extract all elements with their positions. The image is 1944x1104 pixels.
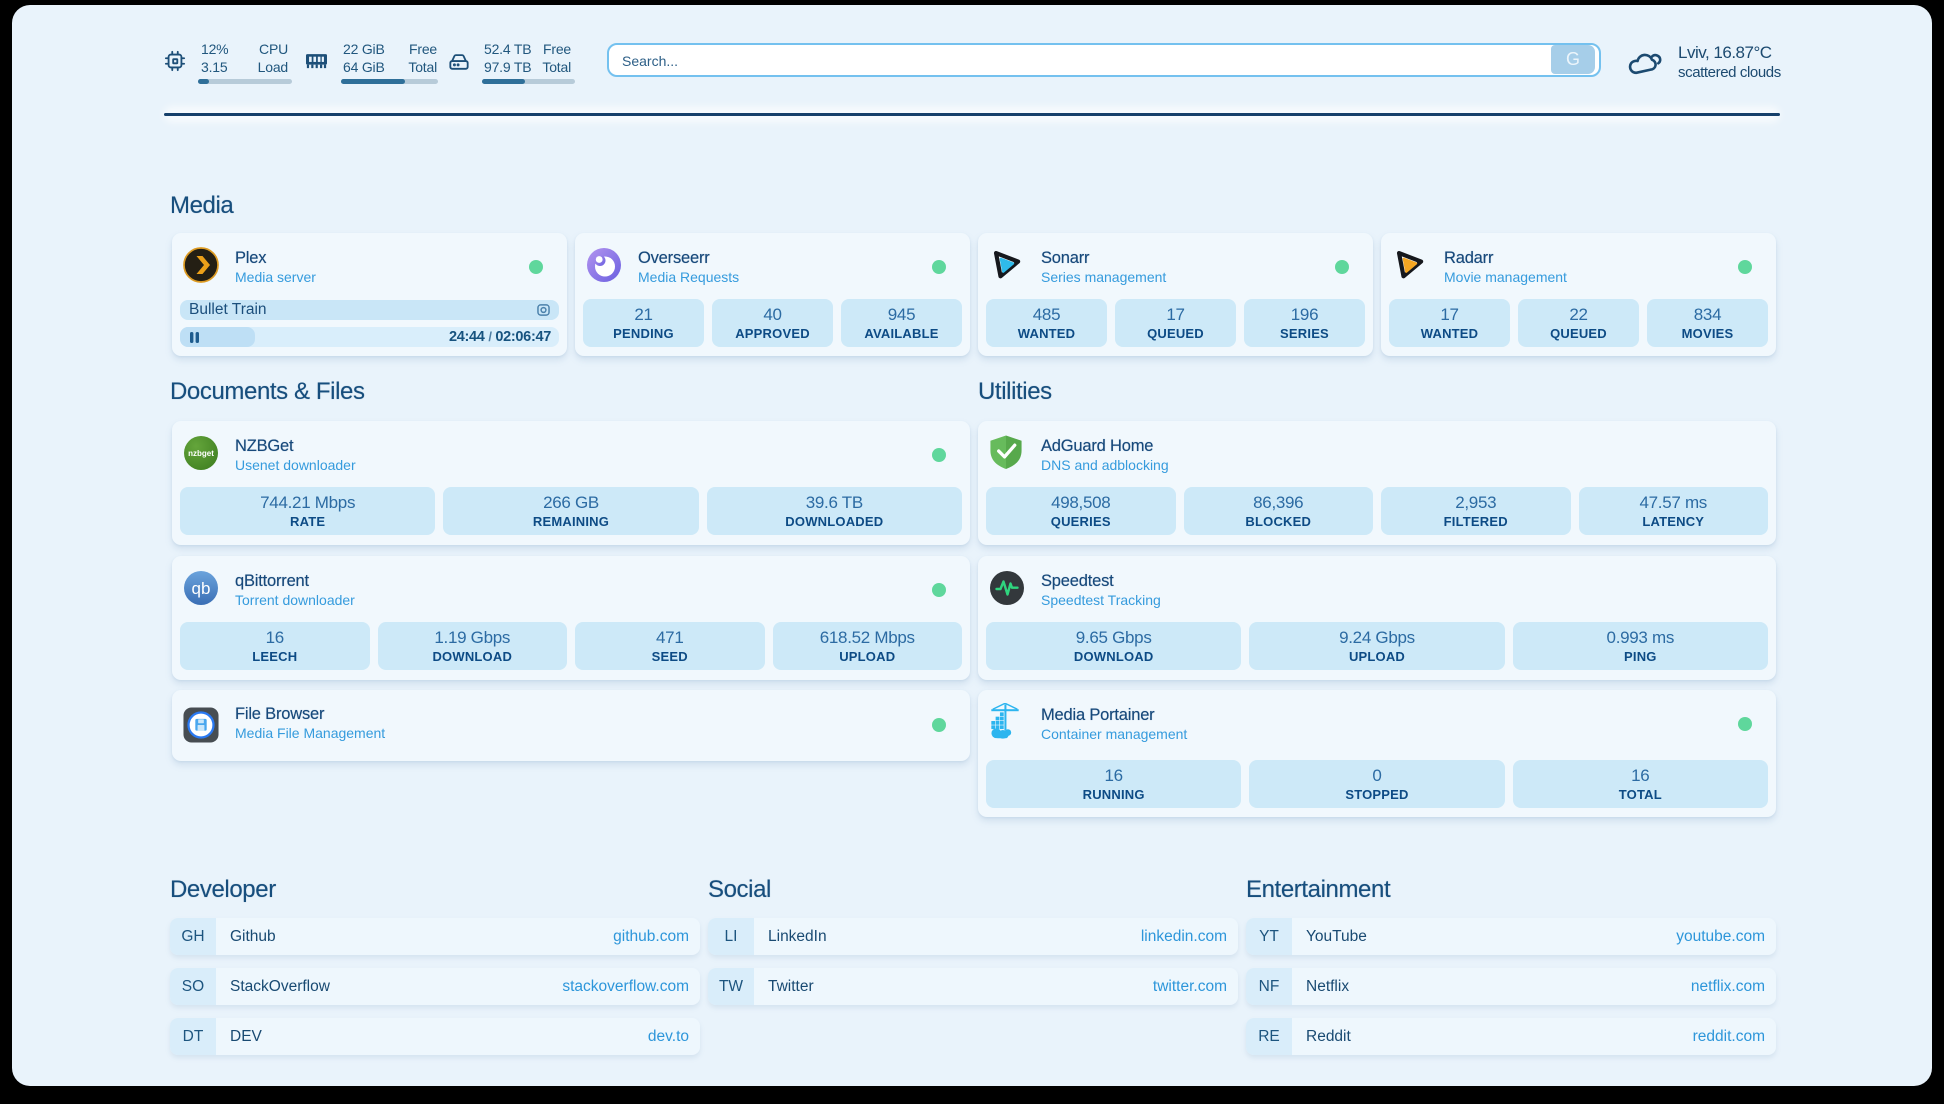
- svg-text:nzbget: nzbget: [188, 449, 214, 458]
- svg-text:qb: qb: [192, 579, 211, 598]
